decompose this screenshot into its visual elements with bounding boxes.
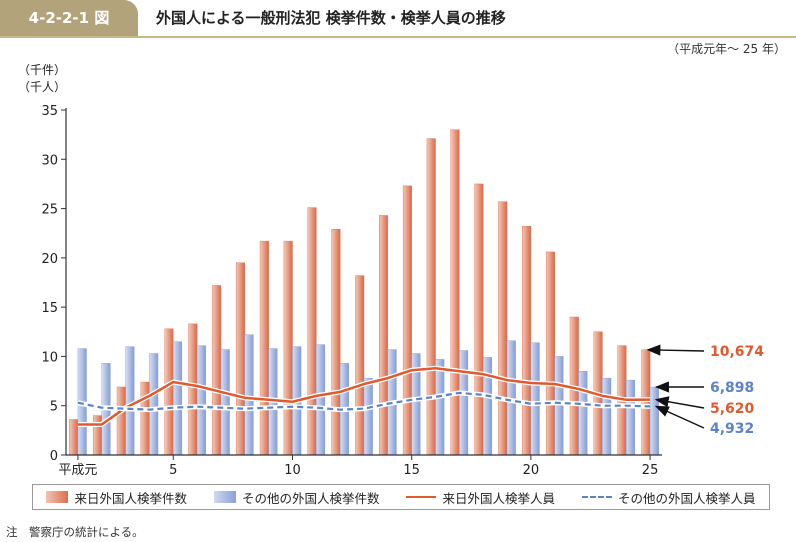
bar-blue [244, 334, 254, 456]
annotation-label: 10,674 [710, 344, 764, 360]
figure-title: 外国人による一般刑法犯 検挙件数・検挙人員の推移 [156, 9, 506, 27]
bar-red [355, 275, 365, 456]
bar-blue [459, 350, 469, 456]
bar-blue [125, 346, 135, 456]
bar-blue [316, 344, 326, 456]
period-label: （平成元年～ 25 年） [667, 42, 786, 56]
legend-item-red-line: 来日外国人検挙人員 [406, 488, 555, 507]
legend-label: 来日外国人検挙人員 [442, 490, 555, 506]
bar-red [69, 419, 79, 456]
bar-blue [602, 377, 612, 456]
annotation-arrow [646, 344, 705, 356]
bar-red [426, 138, 436, 456]
bar-blue [196, 345, 206, 456]
y-tick-label: 25 [41, 203, 58, 218]
legend-swatch-red-line [406, 496, 437, 498]
bar-red [283, 240, 293, 456]
x-tick-label: 5 [169, 463, 177, 478]
bar-blue [649, 386, 659, 456]
bar-red [522, 226, 532, 456]
x-tick-label: 15 [403, 463, 420, 478]
bar-blue [626, 379, 636, 456]
bar-red [236, 262, 246, 456]
annotation-label: 6,898 [710, 380, 754, 396]
line-blue [77, 391, 651, 411]
bar-red [641, 349, 651, 456]
y-unit-line-1: （千件） [18, 63, 66, 77]
bar-red [450, 129, 460, 456]
x-tick-label: 10 [284, 463, 301, 478]
y-tick-label: 35 [41, 104, 58, 119]
bar-red [259, 240, 269, 456]
bar-red [331, 229, 341, 456]
bar-red [140, 381, 150, 456]
y-tick-label: 10 [41, 350, 58, 365]
y-tick-label: 15 [41, 301, 58, 316]
y-tick-label: 30 [41, 153, 58, 168]
bar-blue [173, 341, 183, 456]
bar-blue [435, 359, 445, 456]
bar-red [307, 207, 317, 456]
bar-red [402, 185, 412, 456]
bar-red [379, 215, 389, 456]
y-tick-label: 5 [50, 400, 58, 415]
bar-red [188, 323, 198, 456]
legend-item-red-bar: 来日外国人検挙件数 [46, 488, 187, 507]
bar-red [116, 386, 126, 456]
bar-blue [363, 377, 373, 456]
footnote: 注 警察庁の統計による。 [6, 525, 144, 539]
bar-red [212, 285, 222, 456]
bar-blue [530, 342, 540, 456]
bar-blue [578, 371, 588, 456]
annotation-arrow [654, 405, 705, 429]
legend-item-blue-bar: その他の外国人検挙件数 [213, 488, 380, 507]
header-rule [0, 36, 796, 38]
legend-label: 来日外国人検挙件数 [74, 490, 187, 506]
y-tick-label: 0 [50, 449, 58, 464]
bar-red [92, 415, 102, 456]
x-tick-label: 平成元 [58, 463, 97, 478]
x-tick-label: 20 [523, 463, 540, 478]
y-tick-label: 20 [41, 252, 58, 267]
bar-blue [149, 353, 159, 456]
x-tick-label: 25 [642, 463, 659, 478]
annotation-label: 5,620 [710, 401, 755, 417]
legend-item-blue-line: その他の外国人検挙人員 [581, 488, 756, 507]
figure-number: 4-2-2-1 図 [0, 0, 138, 36]
bar-blue [554, 356, 564, 456]
bar-red [474, 183, 484, 456]
y-unit-line-2: （千人） [18, 80, 66, 94]
bar-red [164, 328, 174, 456]
annotation-arrow [654, 396, 705, 409]
legend-swatch-red-bar [46, 491, 69, 503]
bar-blue [220, 349, 230, 456]
legend-swatch-blue-bar [213, 491, 236, 503]
legend-label: その他の外国人検挙件数 [241, 490, 380, 506]
bar-red [545, 251, 555, 456]
chart: （千件） （千人） 0 5 10 15 20 25 30 35 平成元 5 10 15 20 25 10,… [18, 63, 764, 478]
bar-red [498, 201, 508, 456]
figure-header: 4-2-2-1 図 外国人による一般刑法犯 検挙件数・検挙人員の推移 [0, 0, 796, 38]
legend-label: その他の外国人検挙人員 [617, 490, 756, 506]
legend-swatch-blue-line [581, 496, 612, 498]
annotation-label: 4,932 [710, 421, 754, 437]
line-red [77, 367, 651, 426]
legend: 来日外国人検挙件数 その他の外国人検挙件数 来日外国人検挙人員 その他の外国人検… [32, 484, 770, 510]
